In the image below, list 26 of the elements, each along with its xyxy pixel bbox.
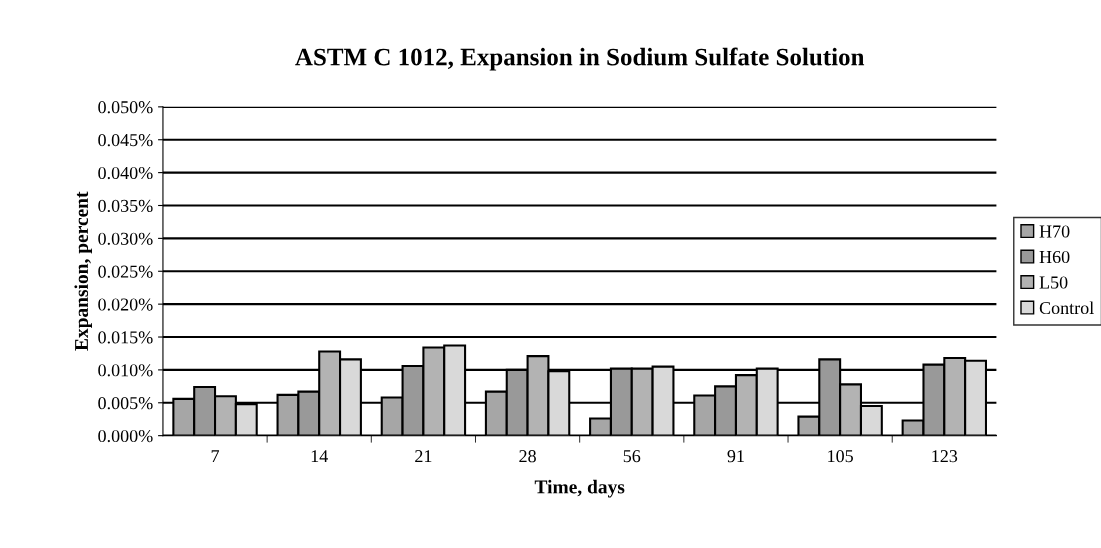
y-tick-label: 0.015% bbox=[98, 331, 153, 344]
x-tick-label: 21 bbox=[415, 450, 432, 463]
x-tick-label: 91 bbox=[727, 450, 744, 463]
legend-label: H70 bbox=[1039, 225, 1070, 238]
x-tick-label: 7 bbox=[211, 450, 220, 463]
y-tick-label: 0.025% bbox=[98, 265, 153, 278]
y-tick-label: 0.040% bbox=[98, 166, 153, 180]
x-tick-label: 105 bbox=[828, 450, 853, 463]
y-tick-label: 0.010% bbox=[98, 364, 153, 377]
y-tick-label: 0.000% bbox=[98, 429, 153, 443]
y-tick-label: 0.035% bbox=[98, 199, 153, 213]
legend-label: L50 bbox=[1039, 276, 1068, 289]
y-tick-label: 0.050% bbox=[98, 101, 153, 114]
y-tick-label: 0.020% bbox=[98, 298, 153, 311]
x-tick-label: 123 bbox=[932, 450, 958, 463]
y-tick-label: 0.030% bbox=[98, 232, 153, 245]
x-tick-label: 28 bbox=[519, 450, 536, 463]
x-tick-label: 14 bbox=[311, 450, 328, 463]
legend-label: H60 bbox=[1039, 250, 1070, 264]
x-axis-title: Time, days bbox=[534, 479, 625, 498]
chart-title: ASTM C 1012, Expansion in Sodium Sulfate Solution bbox=[295, 47, 865, 71]
y-axis-title: Expansion, percent bbox=[74, 191, 93, 351]
legend-label: Control bbox=[1039, 301, 1094, 315]
x-tick-label: 56 bbox=[623, 450, 641, 463]
y-tick-label: 0.045% bbox=[98, 134, 153, 147]
y-tick-label: 0.005% bbox=[98, 397, 153, 410]
